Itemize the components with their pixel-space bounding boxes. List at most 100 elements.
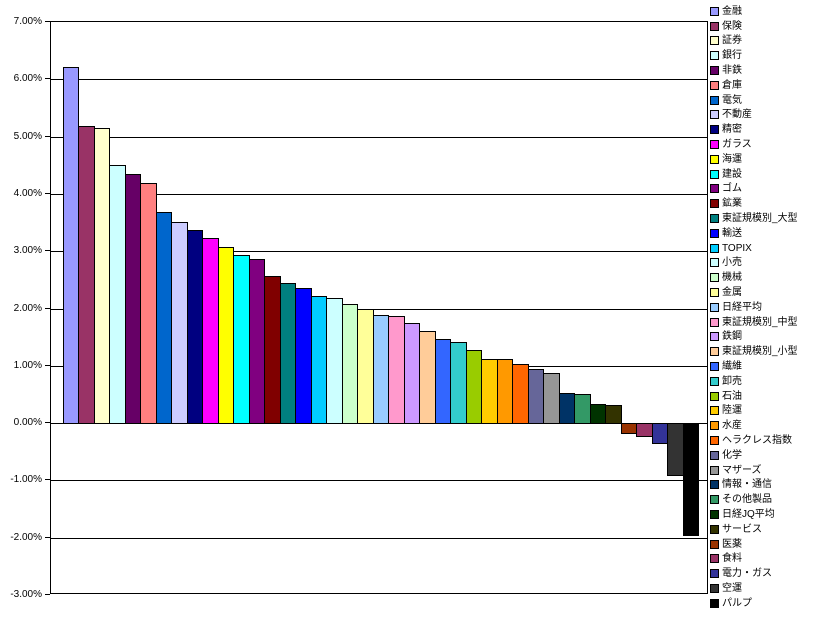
- legend-item: 海運: [710, 152, 798, 167]
- legend-item: 不動産: [710, 108, 798, 123]
- legend-item: 電力・ガス: [710, 566, 798, 581]
- y-axis-label: 2.00%: [13, 303, 42, 314]
- legend-swatch: [710, 509, 719, 519]
- legend-label: 電気: [722, 94, 742, 106]
- legend-item: 卸売: [710, 374, 798, 389]
- y-axis-label: -2.00%: [10, 532, 42, 543]
- legend-item: 情報・通信: [710, 478, 798, 493]
- bar: [373, 315, 389, 424]
- y-axis-tick: [45, 422, 50, 423]
- y-axis-label: -3.00%: [10, 589, 42, 600]
- legend-swatch: [710, 258, 719, 268]
- bar: [543, 373, 560, 424]
- legend-label: 医薬: [722, 538, 742, 550]
- legend-item: 銀行: [710, 48, 798, 63]
- legend-item: 機械: [710, 270, 798, 285]
- legend-item: 非鉄: [710, 63, 798, 78]
- y-axis-label: 0.00%: [13, 417, 42, 428]
- legend-label: 石油: [722, 390, 742, 402]
- legend-item: 陸運: [710, 404, 798, 419]
- legend-swatch: [710, 214, 719, 224]
- bar: [667, 423, 684, 476]
- legend-label: 卸売: [722, 375, 742, 387]
- bar: [125, 174, 141, 424]
- legend-swatch: [710, 495, 719, 505]
- bar: [171, 222, 188, 424]
- legend-item: 日経平均: [710, 300, 798, 315]
- bar: [342, 304, 358, 424]
- legend-label: TOPIX: [722, 242, 752, 254]
- legend-swatch: [710, 569, 719, 579]
- legend-label: 食料: [722, 553, 742, 565]
- legend-item: 空運: [710, 581, 798, 596]
- legend-item: 小売: [710, 256, 798, 271]
- legend-swatch: [710, 332, 719, 342]
- legend-swatch: [710, 169, 719, 179]
- legend-swatch: [710, 376, 719, 386]
- bar: [94, 128, 110, 424]
- bar: [590, 404, 606, 424]
- bar: [202, 238, 219, 424]
- legend-label: 東証規模別_中型: [722, 316, 798, 328]
- legend-label: 陸運: [722, 405, 742, 417]
- legend-label: 鉱業: [722, 198, 742, 210]
- legend-swatch: [710, 539, 719, 549]
- legend-swatch: [710, 598, 719, 608]
- bar: [621, 423, 637, 434]
- legend-item: パルプ: [710, 596, 798, 611]
- legend-swatch: [710, 140, 719, 150]
- legend-swatch: [710, 21, 719, 31]
- bar: [466, 350, 482, 424]
- legend-item: その他製品: [710, 492, 798, 507]
- legend-label: 機械: [722, 272, 742, 284]
- legend-label: 金融: [722, 5, 742, 17]
- legend-swatch: [710, 228, 719, 238]
- legend-item: 電気: [710, 93, 798, 108]
- legend-label: マザーズ: [722, 464, 762, 476]
- legend-item: 食料: [710, 551, 798, 566]
- bar: [156, 212, 172, 424]
- y-axis-tick: [45, 250, 50, 251]
- bar: [559, 393, 575, 424]
- legend-item: 保険: [710, 19, 798, 34]
- y-axis-tick: [45, 365, 50, 366]
- legend-item: サービス: [710, 522, 798, 537]
- legend-label: 日経JQ平均: [722, 508, 775, 520]
- gridline: [51, 480, 707, 481]
- legend-label: 建設: [722, 168, 742, 180]
- legend-swatch: [710, 436, 719, 445]
- legend-swatch: [710, 421, 719, 431]
- legend-label: 保険: [722, 20, 742, 32]
- legend-swatch: [710, 199, 719, 209]
- legend-swatch: [710, 450, 719, 460]
- legend-label: 化学: [722, 449, 742, 461]
- legend-item: 東証規模別_中型: [710, 315, 798, 330]
- gridline: [51, 251, 707, 252]
- legend-swatch: [710, 6, 719, 16]
- y-axis-tick: [45, 479, 50, 480]
- y-axis-label: 6.00%: [13, 73, 42, 84]
- bar: [109, 165, 126, 424]
- legend-label: 東証規模別_小型: [722, 346, 798, 358]
- y-axis-tick: [45, 193, 50, 194]
- legend-label: ヘラクレス指数: [722, 435, 792, 446]
- legend-swatch: [710, 406, 719, 416]
- legend-swatch: [710, 347, 719, 357]
- legend-item: 建設: [710, 167, 798, 182]
- legend-swatch: [710, 362, 719, 372]
- legend-label: その他製品: [722, 494, 772, 506]
- y-axis-tick: [45, 537, 50, 538]
- y-axis-tick: [45, 78, 50, 79]
- bar: [419, 331, 436, 424]
- legend-label: 不動産: [722, 109, 752, 121]
- gridline: [51, 79, 707, 80]
- y-axis-tick: [45, 21, 50, 22]
- legend-swatch: [710, 51, 719, 61]
- legend-item: 証券: [710, 34, 798, 49]
- legend-swatch: [710, 273, 719, 283]
- legend-item: 精密: [710, 122, 798, 137]
- legend-item: 水産: [710, 418, 798, 433]
- legend-swatch: [710, 480, 719, 490]
- legend-label: ゴム: [722, 183, 742, 195]
